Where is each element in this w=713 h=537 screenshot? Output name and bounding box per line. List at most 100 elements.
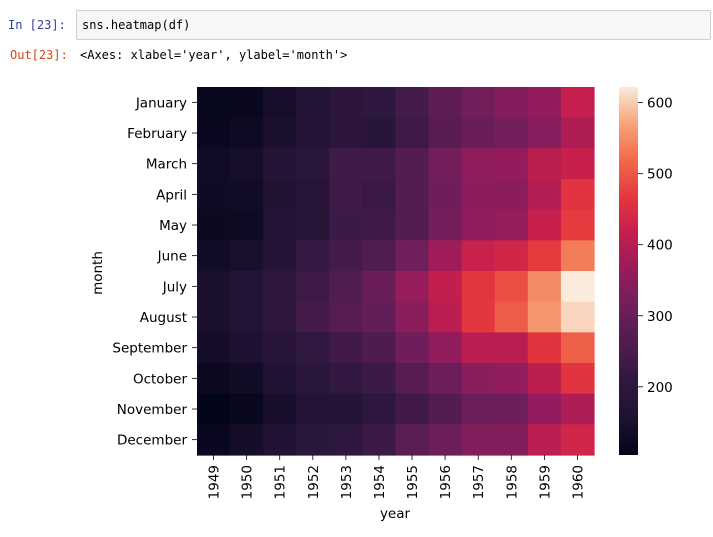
heatmap-cell xyxy=(494,424,529,456)
heatmap-cell xyxy=(362,363,397,395)
heatmap-cell xyxy=(560,332,595,364)
heatmap-cell xyxy=(197,209,231,241)
heatmap-cell xyxy=(197,393,231,425)
heatmap-cell xyxy=(230,209,264,241)
heatmap-cell xyxy=(362,424,397,456)
heatmap-cell xyxy=(428,240,463,272)
x-tick-label: 1959 xyxy=(537,465,553,499)
heatmap-cell xyxy=(329,424,364,456)
heatmap-cell xyxy=(560,117,595,149)
heatmap-cell xyxy=(560,271,595,303)
heatmap-cell xyxy=(395,301,430,333)
heatmap-cell xyxy=(428,117,463,149)
output-text: <Axes: xlabel='year', ylabel='month'> xyxy=(80,48,348,62)
heatmap-cell xyxy=(461,271,496,303)
heatmap-cell xyxy=(263,240,297,272)
y-tick-labels: January February March April May June July Augu… xyxy=(112,95,197,449)
heatmap-cell xyxy=(527,240,562,272)
heatmap-cell xyxy=(461,424,496,456)
heatmap-cell xyxy=(560,424,595,456)
y-tick-label: March xyxy=(146,157,187,173)
heatmap-cell xyxy=(428,363,463,395)
x-tick-label: 1958 xyxy=(504,465,520,499)
x-tick-label: 1949 xyxy=(207,465,223,499)
heatmap-cell xyxy=(494,301,529,333)
y-tick-label: January xyxy=(135,95,187,111)
heatmap-cell xyxy=(494,179,529,211)
y-tick-label: November xyxy=(117,402,188,418)
heatmap-cell xyxy=(197,87,231,119)
colorbar-tick-label: 200 xyxy=(647,380,673,396)
heatmap-cell xyxy=(362,271,397,303)
x-axis-title: year xyxy=(380,506,411,522)
heatmap-cell xyxy=(527,363,562,395)
y-tick-label: October xyxy=(133,371,187,387)
heatmap-cell xyxy=(461,301,496,333)
heatmap-cell xyxy=(296,332,330,364)
heatmap-cell xyxy=(494,332,529,364)
heatmap-cell xyxy=(395,179,430,211)
heatmap-cell xyxy=(560,87,595,119)
output-prompt: Out[23]: xyxy=(10,48,68,62)
heatmap-cell xyxy=(527,271,562,303)
heatmap-cell xyxy=(395,117,430,149)
heatmap-cell xyxy=(362,209,397,241)
y-tick-label: August xyxy=(140,310,187,326)
colorbar-ticks: 200 300 400 500 600 xyxy=(638,96,673,396)
heatmap-cell xyxy=(296,148,330,180)
heatmap-cell xyxy=(263,148,297,180)
y-tick-label: June xyxy=(157,249,187,265)
heatmap-cell xyxy=(527,393,562,425)
heatmap-cell xyxy=(362,117,397,149)
heatmap-cell xyxy=(428,301,463,333)
heatmap-cell xyxy=(362,332,397,364)
x-tick-labels: 1949 1950 1951 1952 1953 1954 1955 1956 1957 1958… xyxy=(207,455,586,499)
heatmap-cell xyxy=(461,363,496,395)
y-tick-label: September xyxy=(112,341,187,357)
heatmap-cell xyxy=(527,209,562,241)
heatmap-cell xyxy=(494,363,529,395)
heatmap-cell xyxy=(329,271,364,303)
heatmap-cell xyxy=(461,179,496,211)
heatmap-cell xyxy=(395,332,430,364)
heatmap-cell xyxy=(362,87,397,119)
heatmap-cell xyxy=(329,209,364,241)
heatmap-cell xyxy=(296,363,330,395)
heatmap-cell xyxy=(527,148,562,180)
heatmap-cell xyxy=(428,424,463,456)
heatmap-cell xyxy=(296,117,330,149)
heatmap-cell xyxy=(428,179,463,211)
heatmap-cell xyxy=(362,148,397,180)
heatmap-cell xyxy=(296,240,330,272)
heatmap-cell xyxy=(197,240,231,272)
heatmap-cell xyxy=(362,393,397,425)
x-tick-label: 1952 xyxy=(306,465,322,499)
heatmap-cell xyxy=(329,393,364,425)
heatmap-cell xyxy=(197,148,231,180)
heatmap-cell xyxy=(296,209,330,241)
heatmap-cell xyxy=(329,87,364,119)
heatmap-cell xyxy=(263,271,297,303)
x-tick-label: 1950 xyxy=(240,465,256,499)
heatmap-cell xyxy=(230,271,264,303)
heatmap-cell xyxy=(263,87,297,119)
y-axis-title: month xyxy=(90,251,106,295)
heatmap-cell xyxy=(263,179,297,211)
code-input-cell[interactable]: sns.heatmap(df) xyxy=(76,10,711,40)
y-tick-label: December xyxy=(117,433,187,449)
heatmap-cell xyxy=(230,393,264,425)
heatmap-cell xyxy=(329,301,364,333)
colorbar-tick-label: 400 xyxy=(647,238,673,254)
heatmap-cell xyxy=(560,393,595,425)
heatmap-cell xyxy=(494,393,529,425)
heatmap-cell xyxy=(263,332,297,364)
heatmap-cell xyxy=(296,393,330,425)
heatmap-cell xyxy=(230,87,264,119)
y-tick-label: April xyxy=(156,187,187,203)
x-tick-label: 1957 xyxy=(471,465,487,499)
x-tick-label: 1954 xyxy=(372,465,388,499)
heatmap-cell xyxy=(560,240,595,272)
heatmap-cell xyxy=(263,209,297,241)
heatmap-cell xyxy=(296,424,330,456)
